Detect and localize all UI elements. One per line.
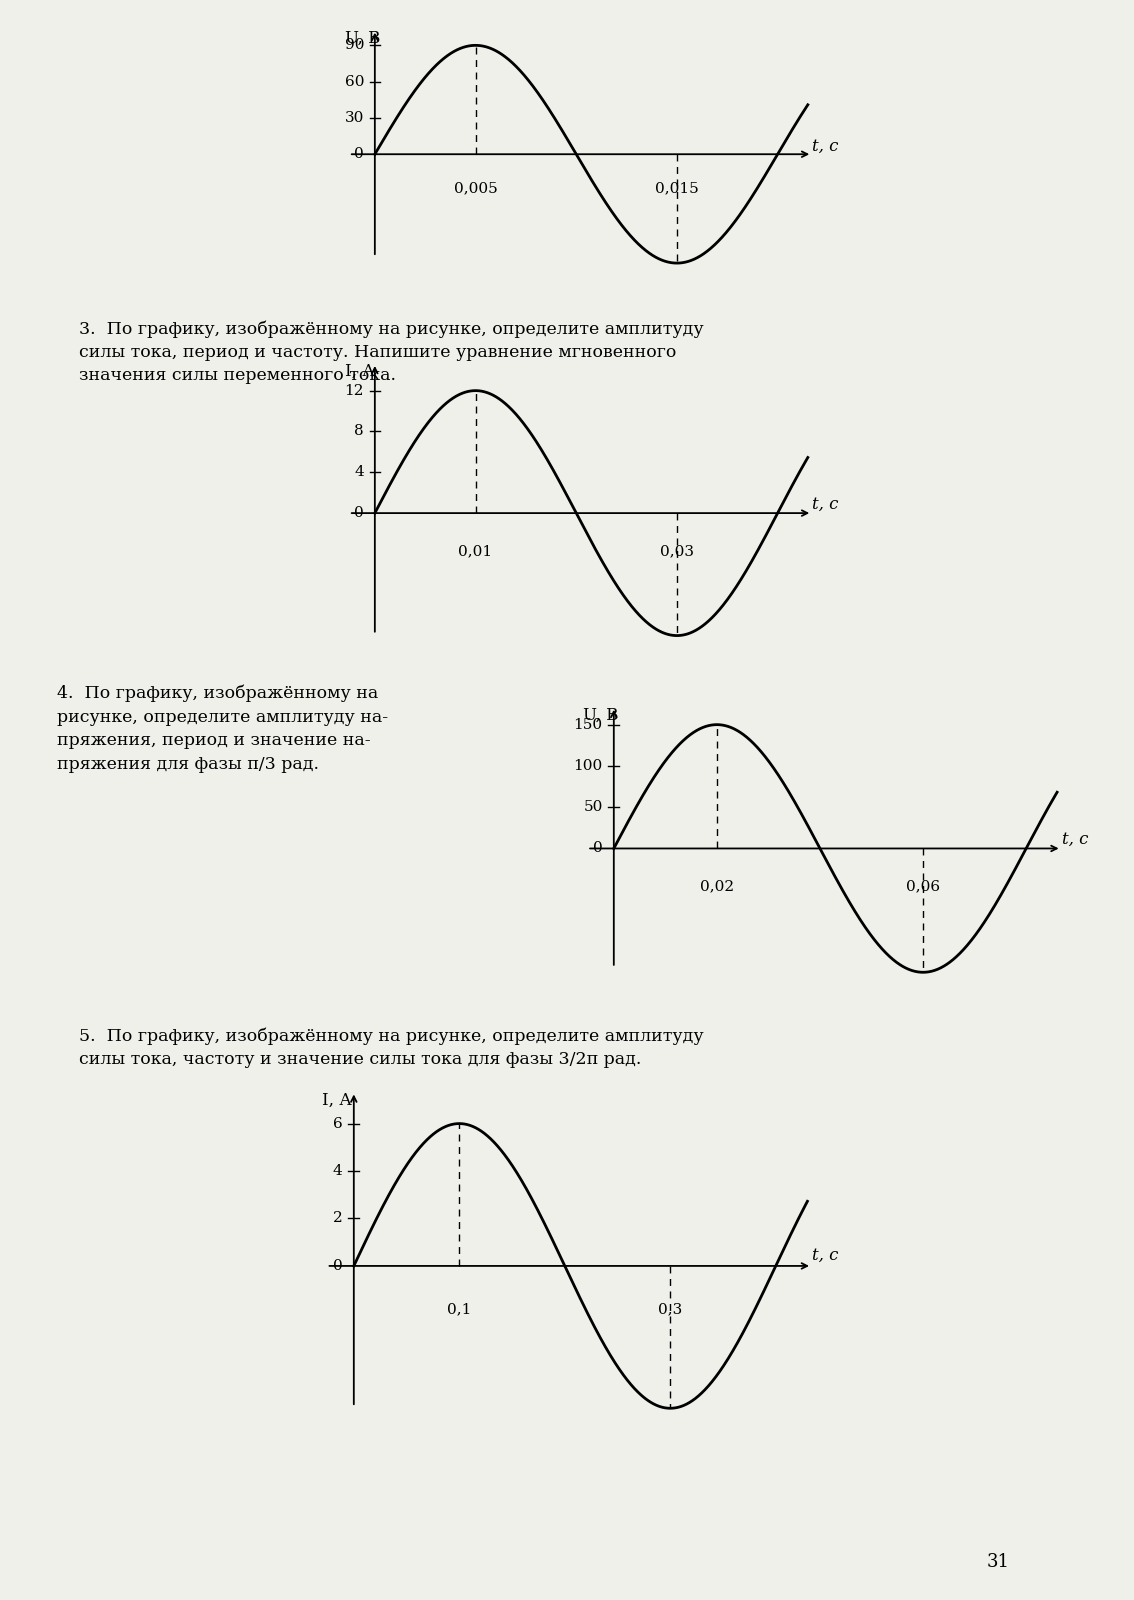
Text: 0: 0	[332, 1259, 342, 1274]
Text: 0,02: 0,02	[700, 880, 734, 893]
Text: 150: 150	[574, 718, 603, 731]
Text: 12: 12	[345, 384, 364, 398]
Text: I, А: I, А	[345, 363, 374, 381]
Text: 0,01: 0,01	[458, 544, 492, 558]
Text: 6: 6	[332, 1117, 342, 1131]
Text: 100: 100	[574, 758, 603, 773]
Text: t, с: t, с	[812, 138, 838, 155]
Text: t, с: t, с	[1061, 832, 1088, 848]
Text: 4.  По графику, изображённому на
рисунке, определите амплитуду на-
пряжения, пер: 4. По графику, изображённому на рисунке,…	[57, 685, 388, 773]
Text: U, В: U, В	[583, 707, 618, 723]
Text: 5.  По графику, изображённому на рисунке, определите амплитуду
силы тока, частот: 5. По графику, изображённому на рисунке,…	[79, 1027, 704, 1069]
Text: 0,06: 0,06	[906, 880, 940, 893]
Text: 4: 4	[354, 466, 364, 480]
Text: 2: 2	[332, 1211, 342, 1226]
Text: 0: 0	[593, 842, 603, 856]
Text: 0,3: 0,3	[658, 1302, 683, 1317]
Text: t, с: t, с	[812, 1246, 838, 1264]
Text: 0,015: 0,015	[655, 181, 699, 195]
Text: 0,005: 0,005	[454, 181, 498, 195]
Text: 30: 30	[345, 110, 364, 125]
Text: t, с: t, с	[812, 496, 838, 512]
Text: 8: 8	[355, 424, 364, 438]
Text: 60: 60	[345, 75, 364, 88]
Text: 3.  По графику, изображённому на рисунке, определите амплитуду
силы тока, период: 3. По графику, изображённому на рисунке,…	[79, 320, 704, 384]
Text: 31: 31	[987, 1554, 1009, 1571]
Text: U, В: U, В	[345, 30, 380, 46]
Text: 4: 4	[332, 1165, 342, 1178]
Text: 0: 0	[354, 506, 364, 520]
Text: 50: 50	[583, 800, 603, 814]
Text: 90: 90	[345, 38, 364, 53]
Text: 0: 0	[354, 147, 364, 162]
Text: 0,1: 0,1	[447, 1302, 472, 1317]
Text: I, А: I, А	[322, 1091, 352, 1109]
Text: 0,03: 0,03	[660, 544, 694, 558]
